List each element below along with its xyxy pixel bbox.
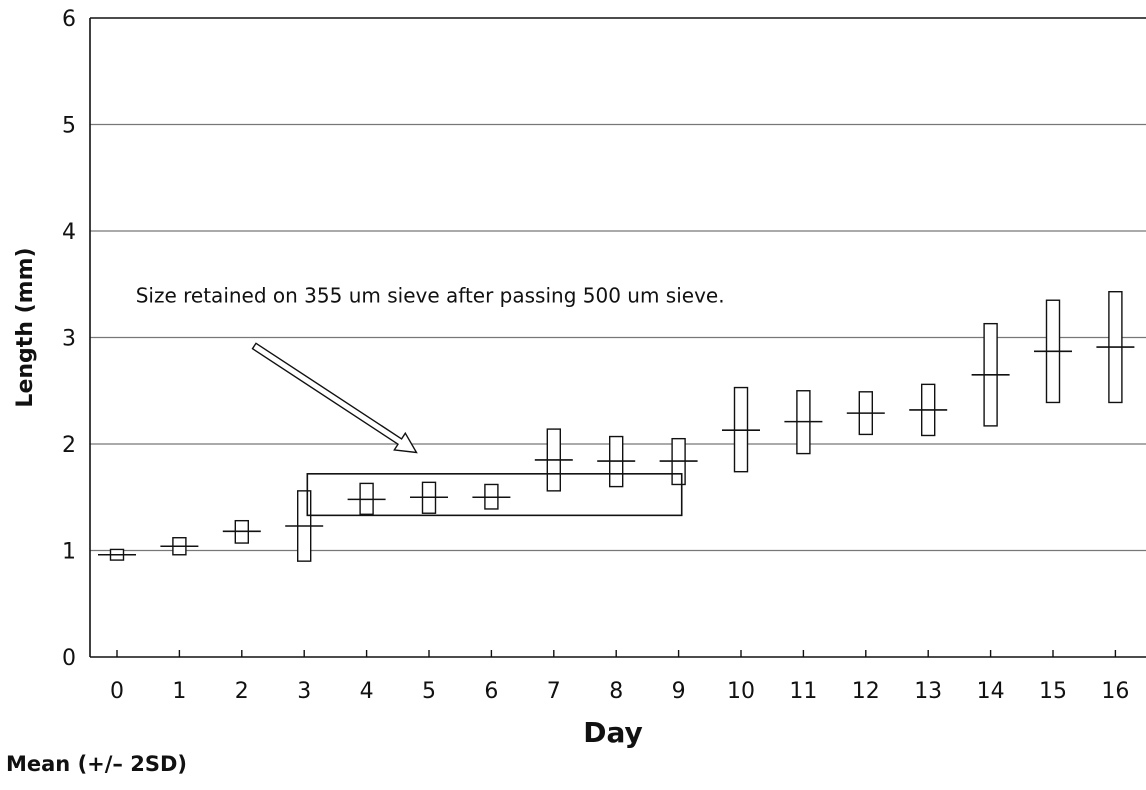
annotation-arrow [251,342,418,454]
data-point-day-16 [1096,291,1135,404]
sieve-band [306,473,683,517]
x-tick-label: 6 [484,679,498,704]
x-tick-label: 12 [852,679,880,704]
data-point-day-6 [472,483,511,510]
sieve-band-rect [306,473,683,517]
x-tick-label: 4 [360,679,374,704]
x-tick-label: 2 [235,679,249,704]
data-point-day-2 [222,519,261,544]
x-tick-label: 3 [297,679,311,704]
axes [89,18,1146,658]
x-tick-label: 13 [914,679,942,704]
data-point-day-11 [784,390,823,455]
y-tick-label: 1 [62,540,76,565]
data-point-day-1 [160,537,199,556]
data-point-day-9 [659,437,698,486]
y-tick-label: 3 [62,327,76,352]
data-marks [98,291,1135,562]
x-tick-label: 9 [672,679,686,704]
data-point-day-0 [98,548,136,561]
data-point-day-14 [971,322,1010,427]
x-tick-label: 7 [547,679,561,704]
x-tick-label: 1 [172,679,186,704]
data-point-day-15 [1034,299,1072,404]
x-tick-label: 15 [1039,679,1067,704]
annotation-text: Size retained on 355 um sieve after pass… [136,283,725,307]
data-point-day-12 [846,391,885,436]
y-tick-label: 0 [62,646,76,671]
y-tick-label: 6 [62,7,76,32]
x-tick-label: 16 [1101,679,1129,704]
data-point-day-10 [722,386,760,473]
x-axis-title: Day [583,716,643,749]
x-tick-label: 11 [789,679,817,704]
y-axis-title: Length (mm) [13,247,38,407]
x-tick-label: 14 [977,679,1005,704]
x-tick-label: 8 [609,679,623,704]
y-tick-label: 5 [62,114,76,139]
y-tick-label: 4 [62,220,76,245]
y-tick-label: 2 [62,433,76,458]
x-tick-labels: 0 1 2 3 4 5 6 7 8 9 10 11 12 13 14 15 16 [110,679,1129,704]
data-point-day-4 [347,482,386,515]
arrow-shape [251,342,418,454]
y-tick-labels: 0 1 2 3 4 5 6 [62,7,76,671]
gridlines [90,17,1146,552]
data-point-day-7 [534,428,573,492]
x-tick-label: 0 [110,679,124,704]
data-point-day-5 [410,481,448,514]
footnote: Mean (+/– 2SD) [6,752,188,776]
data-point-day-13 [909,383,948,437]
x-tick-label: 5 [422,679,436,704]
x-tick-label: 10 [727,679,755,704]
